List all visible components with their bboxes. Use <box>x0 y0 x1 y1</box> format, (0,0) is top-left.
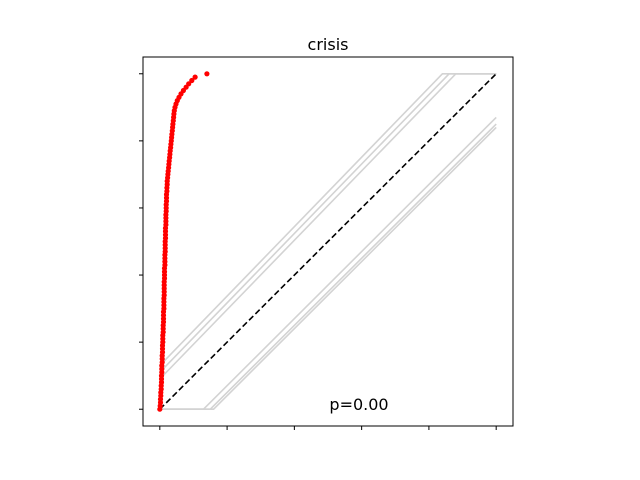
p-value-annotation: p=0.00 <box>329 395 388 414</box>
plot-area <box>139 56 514 430</box>
envelope-line-6 <box>159 126 497 411</box>
data-point <box>186 81 192 87</box>
chart-title: crisis <box>308 35 349 54</box>
data-point <box>192 74 198 80</box>
reference-diagonal-line <box>159 73 497 410</box>
data-point <box>189 77 195 84</box>
axes-frame <box>142 56 514 427</box>
envelope-line-3 <box>159 73 497 380</box>
data-point <box>204 71 210 77</box>
